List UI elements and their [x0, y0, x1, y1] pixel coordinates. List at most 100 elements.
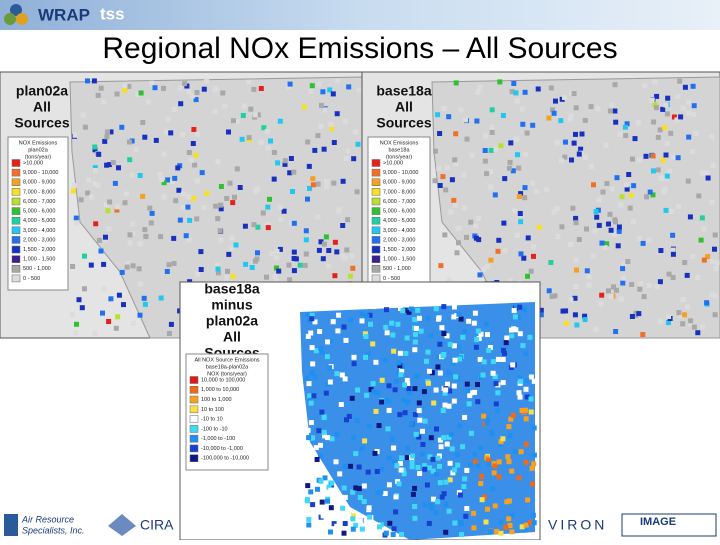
map-pixel — [699, 215, 705, 221]
map-pixel — [88, 262, 94, 268]
map-pixel — [273, 278, 279, 284]
map-pixel — [475, 463, 481, 469]
map-pixel — [308, 420, 314, 426]
footer-logo: Air Resource — [21, 514, 74, 524]
map-pixel — [161, 85, 166, 91]
map-pixel — [614, 287, 619, 293]
map-pixel — [402, 382, 407, 388]
legend-label: 10 to 100 — [201, 407, 224, 413]
legend-label: 1,000 - 1,500 — [383, 257, 415, 263]
map-pixel — [416, 315, 422, 321]
map-pixel — [173, 198, 179, 204]
map-pixel — [700, 324, 706, 330]
map-pixel — [655, 134, 661, 140]
map-pixel — [351, 361, 357, 367]
map-pixel — [233, 242, 239, 248]
legend-title: (tons/year) — [25, 154, 51, 160]
legend-swatch — [11, 236, 21, 244]
map-pixel — [573, 284, 579, 290]
map-pixel — [329, 436, 335, 442]
legend-label: 500 - 1,000 — [23, 266, 51, 272]
map-pixel — [277, 118, 283, 124]
map-pixel — [518, 449, 524, 455]
map-pixel — [412, 347, 418, 353]
map-pixel — [326, 263, 332, 269]
map-pixel — [181, 191, 186, 197]
map-pixel — [180, 204, 186, 210]
legend-label: 8,000 - 9,000 — [23, 180, 55, 186]
map-pixel — [473, 344, 479, 350]
map-pixel — [660, 157, 666, 163]
legend-swatch — [11, 159, 21, 167]
map-pixel — [342, 494, 348, 500]
legend-label: 4,000 - 5,000 — [383, 218, 415, 224]
map-pixel — [612, 82, 618, 88]
map-pixel — [226, 129, 231, 135]
legend-swatch — [189, 386, 199, 394]
map-pixel — [130, 320, 136, 326]
legend-title: NOX Emissions — [380, 140, 419, 146]
map-pixel — [291, 268, 297, 274]
footer-logo: CIRA — [140, 517, 174, 533]
map-pixel — [305, 196, 310, 202]
map-pixel — [712, 312, 718, 318]
map-pixel — [170, 179, 175, 185]
map-pixel — [124, 260, 130, 266]
map-pixel — [178, 101, 184, 107]
map-pixel — [367, 514, 373, 520]
legend-swatch — [11, 168, 21, 177]
map-pixel — [401, 471, 407, 477]
map-pixel — [506, 424, 512, 430]
map-pixel — [251, 222, 257, 228]
map-pixel — [471, 320, 477, 326]
map-pixel — [215, 266, 221, 272]
map-pixel — [574, 322, 580, 328]
map-pixel — [304, 498, 310, 504]
map-pixel — [582, 317, 588, 323]
map-pixel — [231, 118, 236, 124]
map-pixel — [319, 251, 325, 257]
map-pixel — [509, 468, 515, 474]
map-pixel — [82, 286, 87, 292]
map-pixel — [477, 84, 483, 90]
map-pixel — [552, 293, 558, 299]
map-pixel — [478, 331, 484, 337]
map-pixel — [305, 427, 311, 433]
map-pixel — [387, 520, 393, 526]
map-pixel — [516, 475, 522, 481]
map-pixel — [466, 401, 472, 407]
legend-label: 9,000 - 10,000 — [23, 170, 58, 176]
map-pixel — [657, 127, 663, 133]
map-pixel — [530, 481, 536, 487]
map-pixel — [101, 261, 107, 267]
map-pixel — [447, 388, 453, 394]
map-pixel — [701, 257, 707, 263]
map-pixel — [397, 461, 403, 466]
map-pixel — [576, 151, 582, 157]
map-pixel — [474, 118, 480, 124]
map-pixel — [136, 266, 142, 272]
map-pixel — [447, 477, 453, 483]
legend-label: 6,000 - 7,000 — [383, 199, 415, 205]
map-pixel — [457, 356, 463, 362]
map-pixel — [215, 159, 221, 164]
map-pixel — [435, 455, 441, 461]
map-pixel — [354, 418, 360, 423]
map-pixel — [584, 268, 590, 274]
map-pixel — [642, 83, 648, 89]
map-pixel — [443, 529, 449, 535]
map-pixel — [624, 186, 630, 192]
map-pixel — [305, 333, 311, 339]
map-pixel — [538, 307, 544, 313]
map-pixel — [507, 278, 513, 283]
map-pixel — [303, 228, 309, 234]
map-pixel — [291, 169, 297, 175]
legend-swatch — [189, 425, 199, 433]
map-pixel — [290, 189, 295, 194]
map-pixel — [531, 378, 537, 384]
map-pixel — [171, 235, 177, 241]
map-pixel — [572, 295, 578, 301]
map-pixel — [328, 338, 334, 344]
map-pixel — [274, 265, 279, 271]
